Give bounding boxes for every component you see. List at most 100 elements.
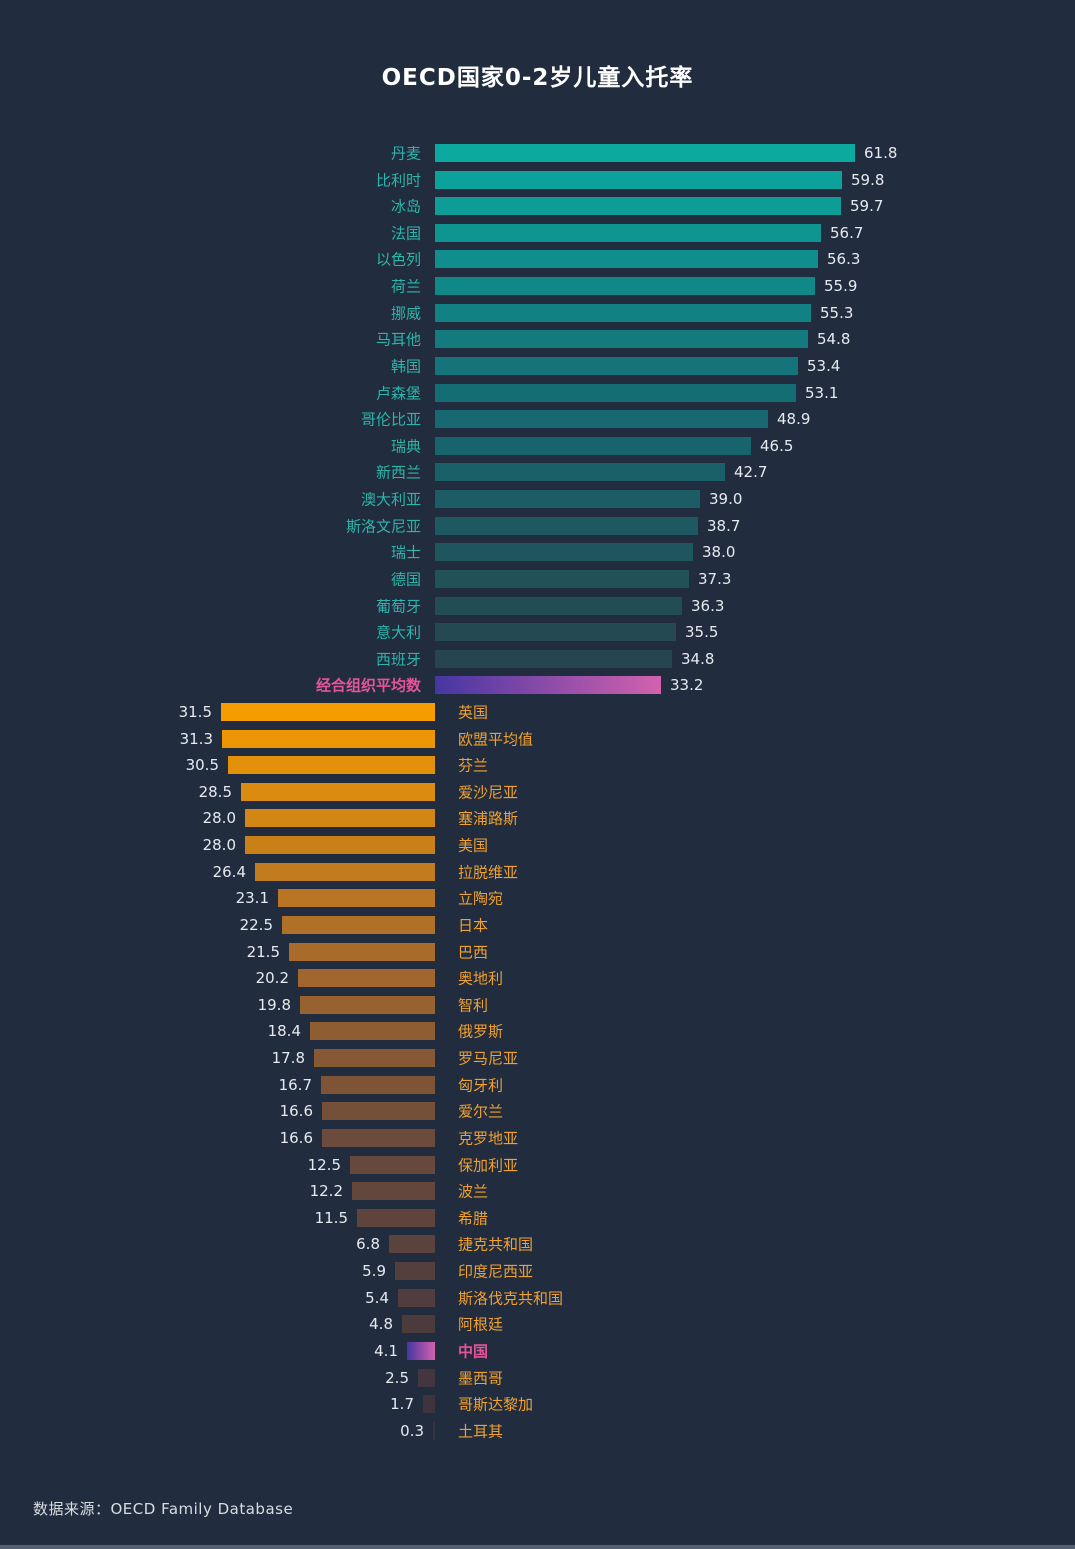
value-bar xyxy=(222,729,435,748)
bar-row: 智利 19.8 xyxy=(0,992,1075,1019)
chart-title: OECD国家0-2岁儿童入托率 xyxy=(381,65,694,91)
value-bar xyxy=(435,383,796,402)
value-label: 56.7 xyxy=(830,223,864,242)
bottom-edge-strip xyxy=(0,1545,1075,1549)
bar-row: 日本 22.5 xyxy=(0,912,1075,939)
value-label: 4.1 xyxy=(374,1341,398,1360)
value-label: 48.9 xyxy=(777,410,811,429)
value-bar xyxy=(423,1395,435,1414)
value-label: 31.5 xyxy=(178,703,212,722)
value-label: 35.5 xyxy=(685,623,719,642)
category-label: 土耳其 xyxy=(458,1422,504,1441)
value-bar xyxy=(435,436,751,455)
category-label: 瑞典 xyxy=(390,437,421,456)
category-label: 立陶宛 xyxy=(458,889,504,908)
bar-row: 土耳其 0.3 xyxy=(0,1417,1075,1444)
category-label: 印度尼西亚 xyxy=(458,1262,534,1281)
category-label: 墨西哥 xyxy=(458,1369,504,1388)
value-bar xyxy=(245,809,435,828)
bar-row: 拉脱维亚 26.4 xyxy=(0,858,1075,885)
value-label: 42.7 xyxy=(734,463,768,482)
value-bar xyxy=(433,1421,435,1440)
bar-row: 匈牙利 16.7 xyxy=(0,1071,1075,1098)
value-label: 33.2 xyxy=(670,676,704,695)
value-bar xyxy=(322,1102,435,1121)
value-label: 5.9 xyxy=(362,1262,386,1281)
bar-row: 斯洛文尼亚 38.7 xyxy=(0,512,1075,539)
category-label: 智利 xyxy=(458,996,489,1015)
bar-row: 马耳他 54.8 xyxy=(0,326,1075,353)
category-label: 斯洛文尼亚 xyxy=(345,517,421,536)
value-label: 28.0 xyxy=(202,809,236,828)
value-bar xyxy=(435,649,672,668)
value-bar xyxy=(357,1208,435,1227)
bar-row: 保加利亚 12.5 xyxy=(0,1151,1075,1178)
category-label: 阿根廷 xyxy=(458,1315,504,1334)
value-bar xyxy=(298,969,435,988)
value-bar xyxy=(435,330,808,349)
bar-row: 巴西 21.5 xyxy=(0,938,1075,965)
category-label: 意大利 xyxy=(375,623,421,642)
value-label: 59.8 xyxy=(851,170,885,189)
category-label: 匈牙利 xyxy=(458,1076,504,1095)
bar-row: 捷克共和国 6.8 xyxy=(0,1231,1075,1258)
value-bar xyxy=(435,250,818,269)
value-label: 54.8 xyxy=(817,330,851,349)
value-label: 59.7 xyxy=(850,197,884,216)
value-label: 23.1 xyxy=(235,889,269,908)
bar-row: 阿根廷 4.8 xyxy=(0,1311,1075,1338)
value-label: 17.8 xyxy=(271,1049,305,1068)
value-bar xyxy=(314,1049,435,1068)
bar-row: 比利时 59.8 xyxy=(0,166,1075,193)
bar-row: 挪威 55.3 xyxy=(0,299,1075,326)
category-label: 澳大利亚 xyxy=(360,490,421,509)
value-bar xyxy=(245,836,435,855)
value-label: 36.3 xyxy=(691,596,725,615)
bar-row: 罗马尼亚 17.8 xyxy=(0,1045,1075,1072)
category-label: 捷克共和国 xyxy=(458,1235,534,1254)
value-bar xyxy=(435,303,811,322)
value-label: 34.8 xyxy=(681,649,715,668)
bar-row: 新西兰 42.7 xyxy=(0,459,1075,486)
value-label: 56.3 xyxy=(827,250,861,269)
bar-row: 经合组织平均数 33.2 xyxy=(0,672,1075,699)
bar-row: 奥地利 20.2 xyxy=(0,965,1075,992)
bar-row: 波兰 12.2 xyxy=(0,1178,1075,1205)
value-bar xyxy=(398,1288,435,1307)
bar-row: 俄罗斯 18.4 xyxy=(0,1018,1075,1045)
bar-row: 爱尔兰 16.6 xyxy=(0,1098,1075,1125)
bar-row: 葡萄牙 36.3 xyxy=(0,592,1075,619)
bar-row: 印度尼西亚 5.9 xyxy=(0,1258,1075,1285)
category-label: 葡萄牙 xyxy=(375,597,421,616)
bar-row: 美国 28.0 xyxy=(0,832,1075,859)
category-label: 巴西 xyxy=(458,943,489,962)
category-label: 爱沙尼亚 xyxy=(458,783,519,802)
value-bar xyxy=(435,543,693,562)
value-bar xyxy=(435,463,725,482)
category-label: 马耳他 xyxy=(375,330,421,349)
value-label: 28.5 xyxy=(198,782,232,801)
bar-row: 墨西哥 2.5 xyxy=(0,1364,1075,1391)
value-label: 53.1 xyxy=(805,383,839,402)
category-label: 中国 xyxy=(458,1342,489,1361)
value-label: 12.5 xyxy=(307,1155,341,1174)
value-label: 38.0 xyxy=(702,543,736,562)
value-label: 18.4 xyxy=(267,1022,301,1041)
value-label: 2.5 xyxy=(385,1368,409,1387)
value-label: 1.7 xyxy=(390,1395,414,1414)
value-label: 28.0 xyxy=(202,836,236,855)
category-label: 哥伦比亚 xyxy=(360,410,421,429)
category-label: 经合组织平均数 xyxy=(315,676,421,695)
value-bar xyxy=(435,410,768,429)
value-bar xyxy=(321,1075,435,1094)
category-label: 韩国 xyxy=(390,357,421,376)
value-bar xyxy=(228,756,435,775)
category-label: 日本 xyxy=(458,916,489,935)
value-bar xyxy=(435,197,841,216)
value-bar xyxy=(435,490,700,509)
value-label: 16.7 xyxy=(278,1075,312,1094)
value-label: 46.5 xyxy=(760,436,794,455)
value-bar xyxy=(310,1022,435,1041)
value-label: 6.8 xyxy=(356,1235,380,1254)
bar-row: 爱沙尼亚 28.5 xyxy=(0,779,1075,806)
